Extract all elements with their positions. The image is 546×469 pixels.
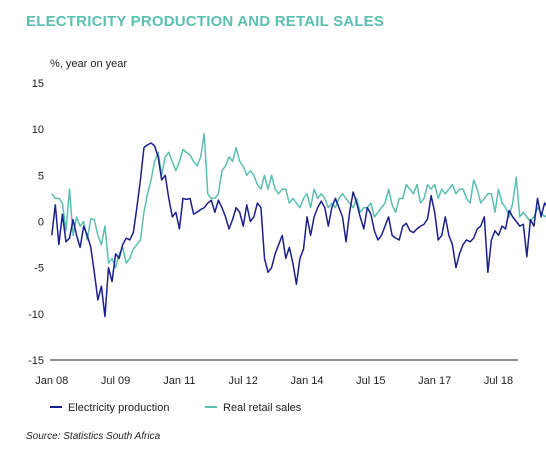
y-axis-label: %, year on year	[50, 58, 128, 70]
x-tick-label: Jul 12	[229, 375, 258, 387]
y-tick-label: 10	[32, 124, 44, 136]
source-note: Source: Statistics South Africa	[26, 431, 161, 442]
x-tick-label: Jan 11	[163, 375, 195, 387]
x-tick-label: Jan 14	[291, 375, 324, 387]
legend-label: Electricity production	[68, 402, 170, 414]
series-line-electricity-production	[51, 142, 546, 318]
y-tick-label: -10	[28, 309, 44, 321]
y-tick-label: 15	[32, 78, 44, 90]
legend-label: Real retail sales	[223, 402, 302, 414]
x-tick-label: Jul 18	[484, 375, 513, 387]
x-tick-label: Jul 15	[356, 375, 385, 387]
series-line-real-retail-sales	[51, 133, 546, 269]
y-tick-label: 5	[38, 170, 44, 182]
y-tick-label: -15	[28, 355, 44, 367]
x-tick-label: Jan 17	[418, 375, 451, 387]
x-tick-label: Jul 09	[101, 375, 130, 387]
y-tick-label: -5	[34, 263, 44, 275]
y-tick-label: 0	[38, 217, 44, 229]
x-tick-label: Jan 08	[35, 375, 68, 387]
chart-title: ELECTRICITY PRODUCTION AND RETAIL SALES	[26, 13, 385, 30]
